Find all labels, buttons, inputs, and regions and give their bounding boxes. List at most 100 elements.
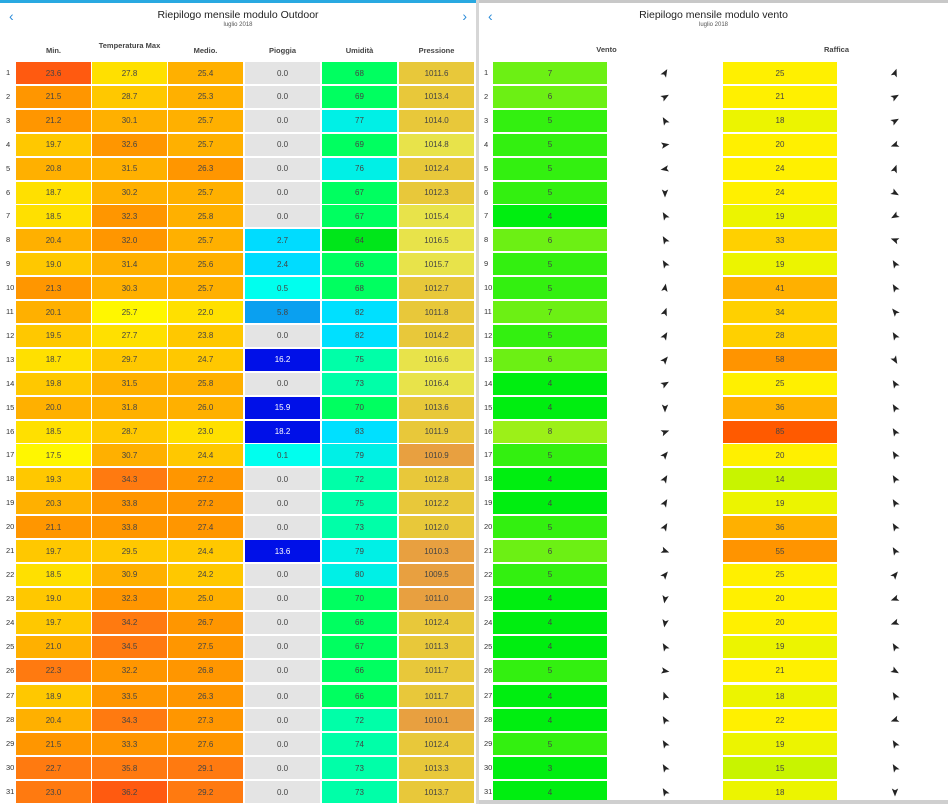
table-cell: 73 <box>322 757 397 780</box>
wind-speed-cell: 5 <box>493 277 607 300</box>
table-cell: 28.7 <box>92 420 167 443</box>
table-cell: 21.1 <box>16 516 91 539</box>
row-day-number: 1 <box>484 68 489 77</box>
row-day-number: 19 <box>484 498 493 508</box>
gust-speed-cell: 18 <box>723 781 837 803</box>
gust-speed-cell: 33 <box>723 229 837 252</box>
wind-direction-arrow-icon <box>659 306 671 318</box>
row-day-number: 4 <box>6 139 11 149</box>
gust-speed-cell: 25 <box>723 563 837 586</box>
gust-direction-arrow-icon <box>889 378 901 390</box>
table-cell: 69 <box>322 85 397 108</box>
table-cell: 1013.3 <box>399 757 474 780</box>
row-day-number: 23 <box>6 593 15 603</box>
gust-direction-arrow-icon <box>889 91 901 103</box>
row-day-number: 9 <box>6 259 11 269</box>
gust-speed-cell: 58 <box>723 348 837 371</box>
column-header: Pioggia <box>268 46 297 55</box>
chevron-right-icon[interactable]: › <box>462 8 467 24</box>
outdoor-header: ‹ Riepilogo mensile modulo Outdoor lugli… <box>0 3 476 36</box>
wind-direction-arrow-icon <box>659 115 671 127</box>
table-cell: 19.0 <box>16 587 91 610</box>
column-header: Vento <box>596 45 617 54</box>
row-day-number: 31 <box>484 787 493 796</box>
gust-direction-arrow-icon <box>889 665 901 677</box>
table-cell: 31.5 <box>92 372 167 395</box>
table-cell: 18.5 <box>16 420 91 443</box>
row-day-number: 18 <box>6 474 15 484</box>
table-cell: 34.3 <box>92 468 167 491</box>
wind-header: ‹ Riepilogo mensile modulo vento luglio … <box>479 3 948 36</box>
table-cell: 2.7 <box>245 229 320 252</box>
table-cell: 0.0 <box>245 733 320 756</box>
table-cell: 32.2 <box>92 659 167 682</box>
table-cell: 1016.4 <box>399 372 474 395</box>
chevron-left-icon[interactable]: ‹ <box>9 8 14 24</box>
gust-speed-cell: 21 <box>723 85 837 108</box>
horizontal-scrollbar[interactable] <box>479 800 948 804</box>
gust-direction-arrow-icon <box>889 330 901 342</box>
column-header: Medio. <box>193 46 218 55</box>
table-cell: 27.3 <box>168 709 243 732</box>
table-cell: 34.3 <box>92 709 167 732</box>
outdoor-subtitle: luglio 2018 <box>223 22 253 28</box>
table-cell: 20.0 <box>16 396 91 419</box>
row-day-number: 13 <box>6 354 15 364</box>
gust-speed-cell: 41 <box>723 277 837 300</box>
table-cell: 75 <box>322 492 397 515</box>
table-cell: 67 <box>322 635 397 658</box>
table-cell: 0.0 <box>245 659 320 682</box>
gust-speed-cell: 18 <box>723 685 837 708</box>
table-cell: 15.9 <box>245 396 320 419</box>
table-cell: 72 <box>322 709 397 732</box>
table-cell: 19.7 <box>16 133 91 156</box>
table-cell: 34.5 <box>92 635 167 658</box>
wind-speed-cell: 5 <box>493 659 607 682</box>
table-cell: 23.0 <box>168 420 243 443</box>
table-cell: 1012.8 <box>399 468 474 491</box>
row-day-number: 25 <box>6 641 15 651</box>
table-cell: 18.7 <box>16 348 91 371</box>
table-cell: 0.0 <box>245 205 320 228</box>
chevron-left-icon[interactable]: ‹ <box>488 8 493 24</box>
wind-direction-arrow-icon <box>659 569 671 581</box>
table-cell: 1015.7 <box>399 253 474 276</box>
gust-speed-cell: 25 <box>723 62 837 84</box>
table-cell: 64 <box>322 229 397 252</box>
gust-speed-cell: 19 <box>723 205 837 228</box>
table-cell: 22.3 <box>16 659 91 682</box>
gust-speed-cell: 55 <box>723 540 837 562</box>
table-cell: 23.6 <box>16 62 91 84</box>
table-cell: 24.4 <box>168 540 243 562</box>
table-cell: 0.0 <box>245 181 320 204</box>
row-day-number: 5 <box>6 163 11 173</box>
gust-speed-cell: 20 <box>723 133 837 156</box>
table-cell: 31.4 <box>92 253 167 276</box>
table-cell: 25.6 <box>168 253 243 276</box>
table-cell: 1012.4 <box>399 611 474 634</box>
table-cell: 19.7 <box>16 611 91 634</box>
table-cell: 30.3 <box>92 277 167 300</box>
table-cell: 25.0 <box>168 587 243 610</box>
table-cell: 77 <box>322 109 397 132</box>
row-day-number: 12 <box>6 330 15 340</box>
row-day-number: 12 <box>484 330 493 340</box>
table-cell: 25.8 <box>168 372 243 395</box>
table-cell: 67 <box>322 205 397 228</box>
row-day-number: 26 <box>484 665 493 675</box>
table-cell: 0.0 <box>245 709 320 732</box>
row-day-number: 21 <box>484 546 493 555</box>
table-cell: 23.0 <box>16 781 91 803</box>
gust-direction-arrow-icon <box>889 473 901 485</box>
table-cell: 27.2 <box>168 468 243 491</box>
wind-speed-cell: 4 <box>493 587 607 610</box>
gust-direction-arrow-icon <box>889 593 901 605</box>
wind-title: Riepilogo mensile modulo vento <box>639 9 788 21</box>
table-cell: 13.6 <box>245 540 320 562</box>
table-cell: 17.5 <box>16 444 91 467</box>
table-cell: 30.1 <box>92 109 167 132</box>
table-cell: 27.2 <box>168 492 243 515</box>
gust-direction-arrow-icon <box>889 786 901 798</box>
table-cell: 1012.0 <box>399 516 474 539</box>
wind-speed-cell: 4 <box>493 492 607 515</box>
